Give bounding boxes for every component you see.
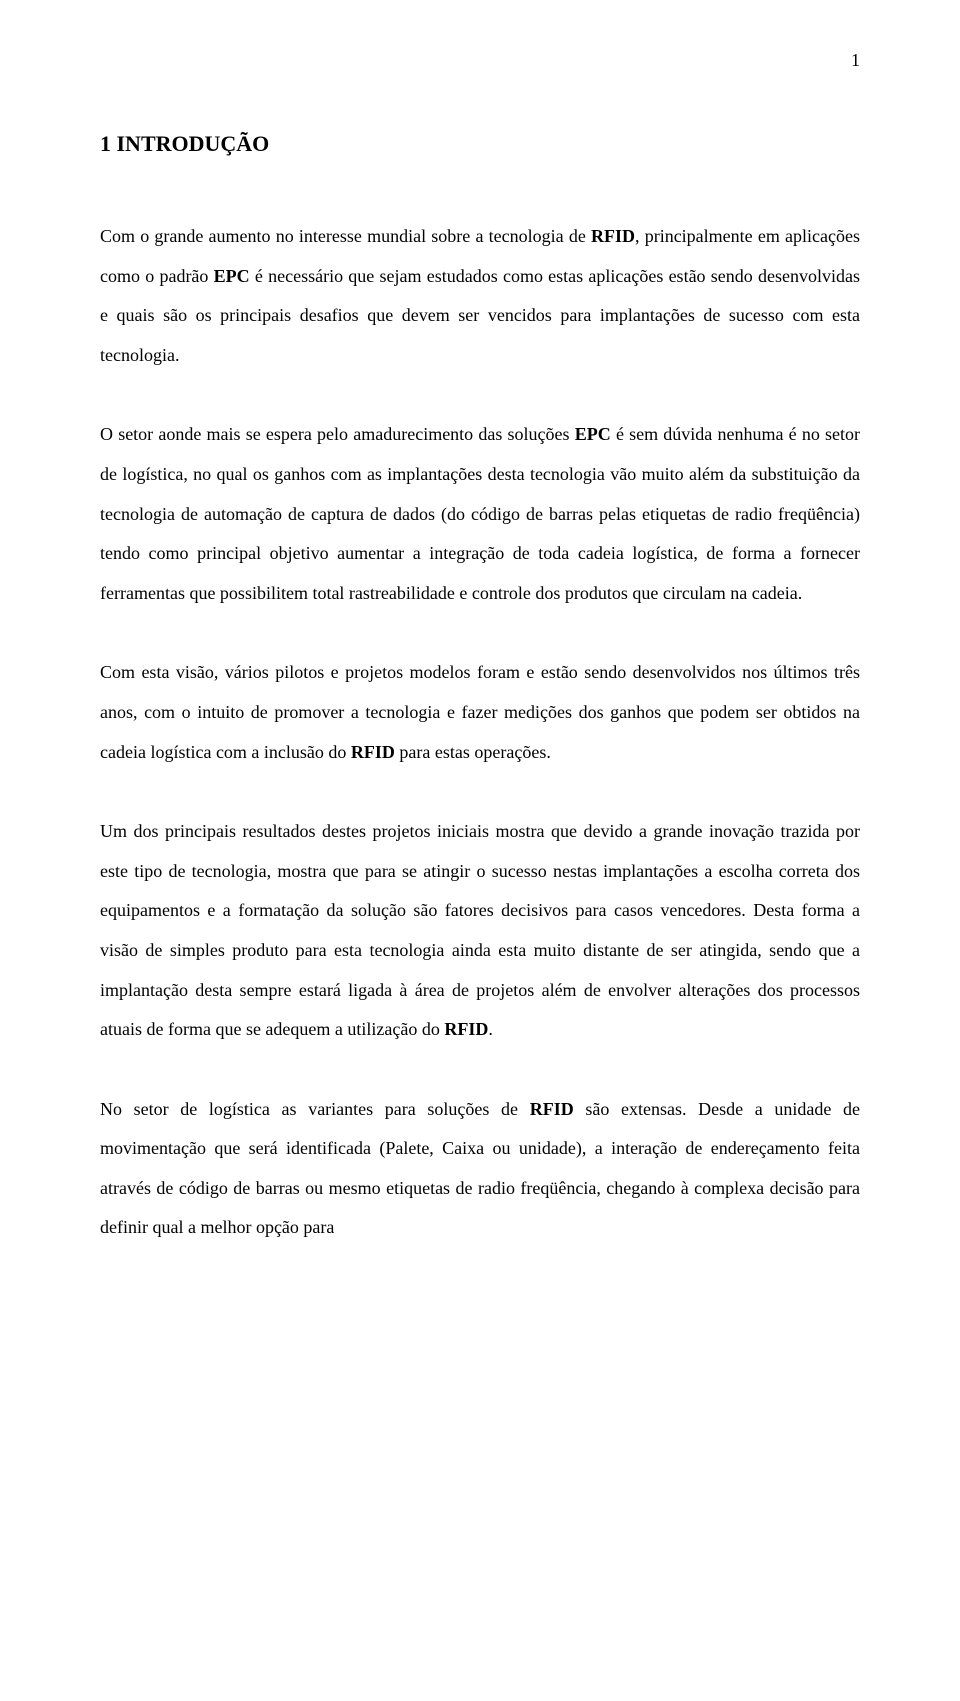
text-segment: são extensas. Desde a unidade de movimen… [100,1099,860,1238]
bold-term-epc: EPC [214,266,250,286]
text-segment: O setor aonde mais se espera pelo amadur… [100,424,575,444]
text-segment: No setor de logística as variantes para … [100,1099,530,1119]
text-segment: para estas operações. [395,742,551,762]
paragraph-3: Com esta visão, vários pilotos e projeto… [100,653,860,772]
paragraph-4: Um dos principais resultados destes proj… [100,812,860,1050]
paragraph-5: No setor de logística as variantes para … [100,1090,860,1248]
page-number: 1 [100,50,860,71]
paragraph-1: Com o grande aumento no interesse mundia… [100,217,860,375]
bold-term-rfid: RFID [591,226,635,246]
bold-term-rfid: RFID [530,1099,574,1119]
text-segment: é sem dúvida nenhuma é no setor de logís… [100,424,860,602]
paragraph-2: O setor aonde mais se espera pelo amadur… [100,415,860,613]
bold-term-rfid: RFID [351,742,395,762]
section-title: 1 INTRODUÇÃO [100,131,860,157]
text-segment: . [488,1019,493,1039]
bold-term-rfid: RFID [444,1019,488,1039]
bold-term-epc: EPC [575,424,611,444]
text-segment: Com o grande aumento no interesse mundia… [100,226,591,246]
text-segment: Um dos principais resultados destes proj… [100,821,860,1039]
